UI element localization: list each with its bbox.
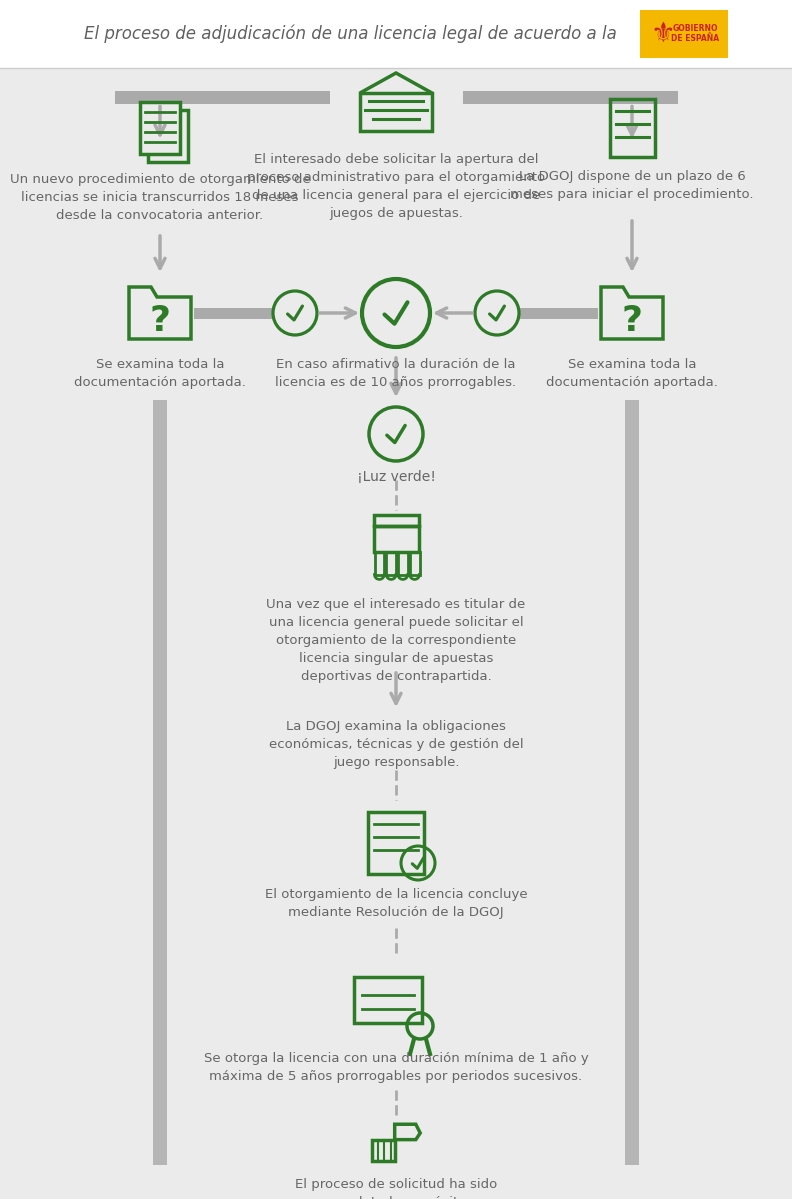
Bar bbox=[519, 307, 598, 319]
Bar bbox=[374, 526, 418, 552]
Bar bbox=[610, 100, 654, 157]
Text: El otorgamiento de la licencia concluye
mediante Resolución de la DGOJ: El otorgamiento de la licencia concluye … bbox=[265, 888, 527, 918]
Bar bbox=[409, 552, 420, 574]
Bar bbox=[354, 977, 422, 1023]
Bar bbox=[368, 812, 424, 874]
Bar bbox=[640, 10, 728, 58]
Text: El proceso de solicitud ha sido
completado con éxito.: El proceso de solicitud ha sido completa… bbox=[295, 1177, 497, 1199]
Text: DE ESPAÑA: DE ESPAÑA bbox=[671, 34, 719, 43]
Text: Un nuevo procedimiento de otorgamiento de
licencias se inicia transcurridos 18 m: Un nuevo procedimiento de otorgamiento d… bbox=[10, 173, 310, 222]
Bar bbox=[375, 552, 384, 574]
Bar bbox=[140, 102, 180, 153]
Text: El proceso de adjudicación de una licencia legal de acuerdo a la: El proceso de adjudicación de una licenc… bbox=[84, 25, 616, 43]
Bar bbox=[0, 0, 792, 68]
Text: ?: ? bbox=[150, 305, 170, 338]
Text: ¡Luz verde!: ¡Luz verde! bbox=[356, 470, 436, 484]
Text: Se otorga la licencia con una duración mínima de 1 año y
máxima de 5 años prorro: Se otorga la licencia con una duración m… bbox=[204, 1052, 588, 1083]
Text: La DGOJ examina la obligaciones
económicas, técnicas y de gestión del
juego resp: La DGOJ examina la obligaciones económic… bbox=[268, 721, 524, 769]
Text: Se examina toda la
documentación aportada.: Se examina toda la documentación aportad… bbox=[546, 359, 718, 388]
Bar bbox=[115, 90, 330, 103]
Bar bbox=[148, 110, 188, 162]
Text: El interesado debe solicitar la apertura del
proceso administrativo para el otor: El interesado debe solicitar la apertura… bbox=[247, 153, 545, 219]
Text: Se examina toda la
documentación aportada.: Se examina toda la documentación aportad… bbox=[74, 359, 246, 388]
Text: Una vez que el interesado es titular de
una licencia general puede solicitar el
: Una vez que el interesado es titular de … bbox=[266, 598, 526, 683]
Bar bbox=[374, 516, 418, 526]
Text: GOBIERNO: GOBIERNO bbox=[672, 24, 718, 34]
Bar bbox=[625, 400, 639, 1165]
Text: La DGOJ dispone de un plazo de 6
meses para iniciar el procedimiento.: La DGOJ dispone de un plazo de 6 meses p… bbox=[510, 170, 754, 201]
Bar bbox=[386, 552, 396, 574]
Bar bbox=[398, 552, 408, 574]
Bar bbox=[153, 400, 167, 1165]
Text: En caso afirmativo la duración de la
licencia es de 10 años prorrogables.: En caso afirmativo la duración de la lic… bbox=[276, 359, 516, 388]
Text: ⚜: ⚜ bbox=[650, 20, 676, 48]
Bar bbox=[360, 94, 432, 131]
Bar bbox=[194, 307, 273, 319]
Bar bbox=[463, 90, 678, 103]
Text: ?: ? bbox=[622, 305, 642, 338]
Bar bbox=[371, 1139, 394, 1161]
